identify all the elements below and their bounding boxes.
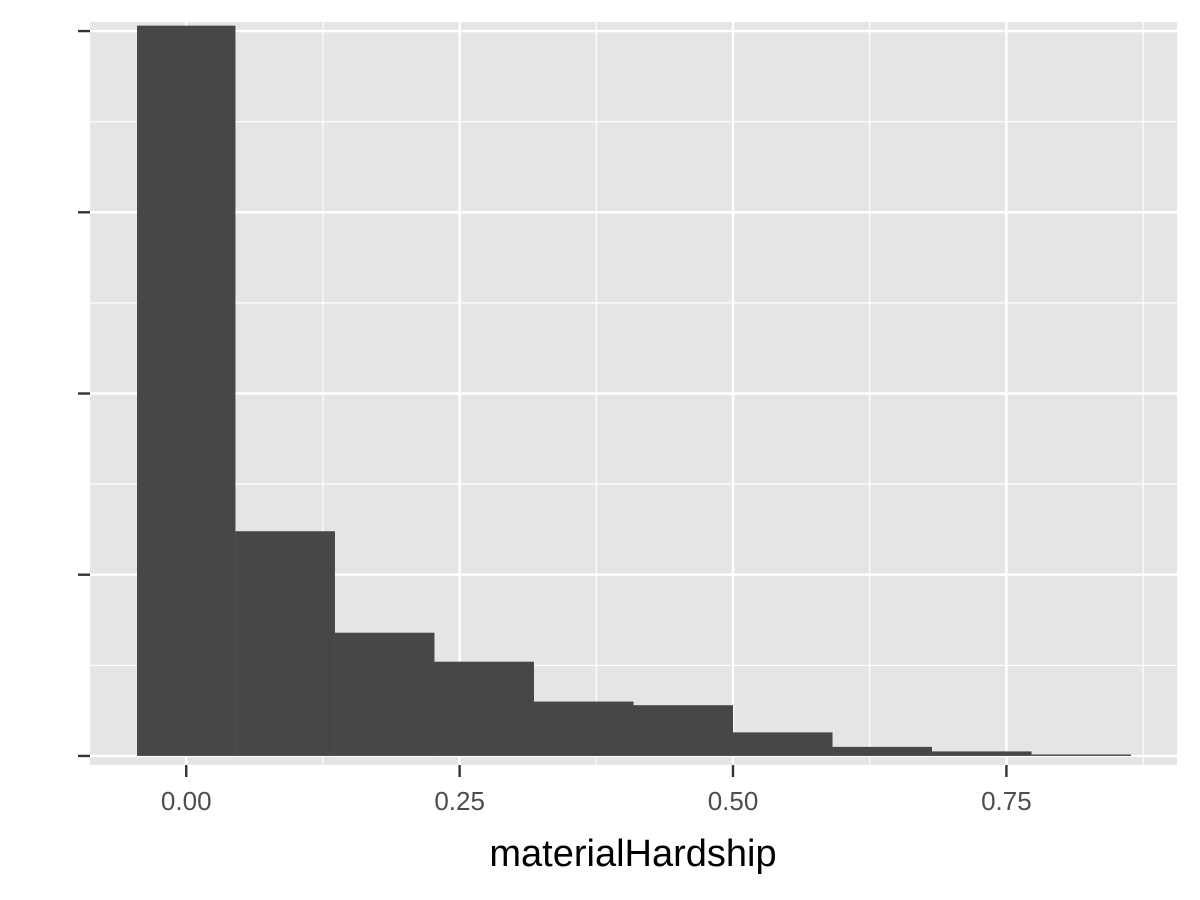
histogram-bar — [932, 751, 1032, 756]
x-tick-label: 0.25 — [434, 786, 485, 816]
histogram-bar — [434, 661, 534, 756]
histogram-bar — [533, 701, 634, 756]
histogram-bar — [235, 531, 335, 756]
x-axis-ticks — [185, 765, 1008, 777]
histogram-bar — [1031, 754, 1132, 756]
x-axis-tick-labels: 0.00 0.25 0.50 0.75 — [161, 786, 1032, 816]
histogram-bar — [832, 746, 933, 756]
y-axis-ticks — [78, 29, 90, 758]
x-axis-title: materialHardship — [489, 833, 776, 875]
histogram-bar — [633, 705, 734, 756]
histogram-bar — [334, 632, 435, 756]
histogram-bars — [137, 25, 1132, 756]
histogram-bar — [137, 25, 236, 756]
x-tick-label: 0.75 — [981, 786, 1032, 816]
histogram-bar — [733, 732, 833, 756]
x-tick-label: 0.00 — [161, 786, 212, 816]
x-tick-label: 0.50 — [708, 786, 759, 816]
